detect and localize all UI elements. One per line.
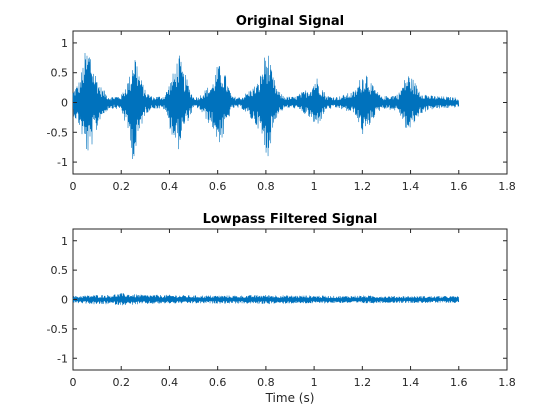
y-tick-label: -1 (57, 156, 68, 169)
y-tick-label: -0.5 (47, 126, 68, 139)
x-tick-label: 1 (311, 180, 318, 193)
signal-line-1 (72, 53, 460, 159)
x-axis-label: Time (s) (265, 391, 315, 405)
x-tick-label: 1.6 (450, 376, 468, 389)
x-tick-label: 0.8 (257, 376, 275, 389)
x-tick-label: 0.6 (209, 180, 227, 193)
x-tick-label: 1.4 (402, 376, 420, 389)
x-tick-label: 0.2 (112, 376, 130, 389)
chart-title-1: Original Signal (236, 14, 344, 29)
x-tick-label: 1.6 (450, 180, 468, 193)
x-tick-label: 1 (311, 376, 318, 389)
y-tick-label: 1 (61, 235, 68, 248)
y-tick-label: 1 (61, 37, 68, 50)
x-tick-label: 1.2 (354, 180, 372, 193)
signal-line-2 (72, 293, 460, 306)
axes-1: 0 0.2 0.4 0.6 0.8 1 1.2 1.4 1.6 1.8 -1 -0.5 0 0.5 1 Ori… (47, 14, 516, 193)
x-tick-label: 0.4 (161, 376, 179, 389)
x-tick-label: 0 (70, 376, 77, 389)
y-tick-label: 0 (61, 97, 68, 110)
y-tick-label: 0.5 (51, 264, 69, 277)
y-tick-label: 0.5 (51, 67, 69, 80)
x-tick-label: 0.4 (161, 180, 179, 193)
x-tick-label: 0 (70, 180, 77, 193)
x-tick-label: 1.8 (498, 376, 516, 389)
y-tick-label: -0.5 (47, 323, 68, 336)
chart-title-2: Lowpass Filtered Signal (203, 212, 378, 227)
x-tick-label: 1.2 (354, 376, 372, 389)
x-tick-label: 0.2 (112, 180, 130, 193)
x-tick-label: 0.6 (209, 376, 227, 389)
x-tick-label: 1.8 (498, 180, 516, 193)
x-tick-label: 1.4 (402, 180, 420, 193)
x-tick-label: 0.8 (257, 180, 275, 193)
axes-2: 0 0.2 0.4 0.6 0.8 1 1.2 1.4 1.6 1.8 -1 -0.5 0 0.5 1 Low… (47, 212, 516, 405)
y-tick-label: -1 (57, 352, 68, 365)
y-tick-label: 0 (61, 294, 68, 307)
